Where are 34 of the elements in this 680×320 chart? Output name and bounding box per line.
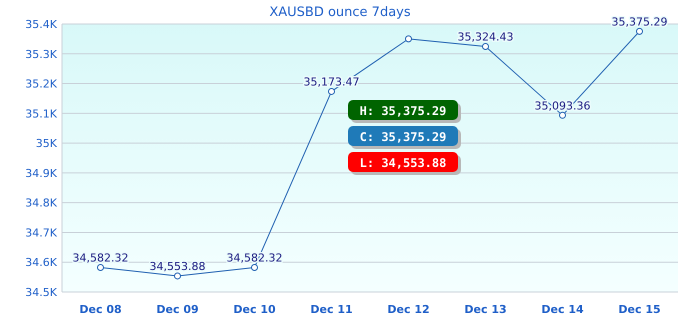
- annotation: L: 34,553.88: [360, 156, 446, 170]
- x-tick-label: Dec 12: [387, 303, 430, 316]
- y-tick-label: 34.9K: [25, 166, 58, 180]
- y-tick-label: 35.3K: [25, 48, 58, 61]
- y-tick-label: 35.2K: [25, 78, 58, 91]
- point: [405, 35, 412, 42]
- y-tick-label: 35K: [36, 137, 58, 150]
- point: [559, 112, 566, 119]
- y-tick-label: 35.1K: [25, 107, 58, 120]
- x-tick-label: Dec 10: [233, 303, 276, 316]
- x-tick-label: Dec 09: [156, 303, 199, 316]
- y-tick-label: 34.6K: [25, 256, 58, 270]
- x-tick-label: Dec 14: [541, 303, 584, 316]
- x-tick-label: Dec 15: [618, 303, 661, 316]
- data-label: 34,582.32: [72, 251, 128, 264]
- annotation: H: 35,375.29: [360, 104, 446, 118]
- y-tick-label: 34.5K: [25, 286, 58, 299]
- annotation: C: 35,375.29: [360, 130, 446, 144]
- data-label: 35,375.29: [612, 15, 668, 28]
- point: [636, 28, 643, 35]
- point: [328, 88, 335, 95]
- data-label: 35,324.43: [458, 30, 514, 44]
- point: [482, 43, 489, 50]
- y-tick-label: 35.4K: [25, 18, 58, 31]
- y-tick-label: 34.7K: [25, 226, 58, 240]
- chart-title: XAUSBD ounce 7days: [269, 5, 411, 20]
- x-tick-label: Dec 08: [79, 303, 122, 316]
- x-tick-label: Dec 11: [310, 303, 353, 316]
- x-tick-label: Dec 13: [464, 303, 507, 316]
- data-label: 34,553.88: [150, 260, 206, 273]
- point: [174, 272, 181, 280]
- point: [251, 264, 258, 271]
- point: [97, 264, 104, 271]
- y-tick-label: 34.8K: [25, 196, 58, 210]
